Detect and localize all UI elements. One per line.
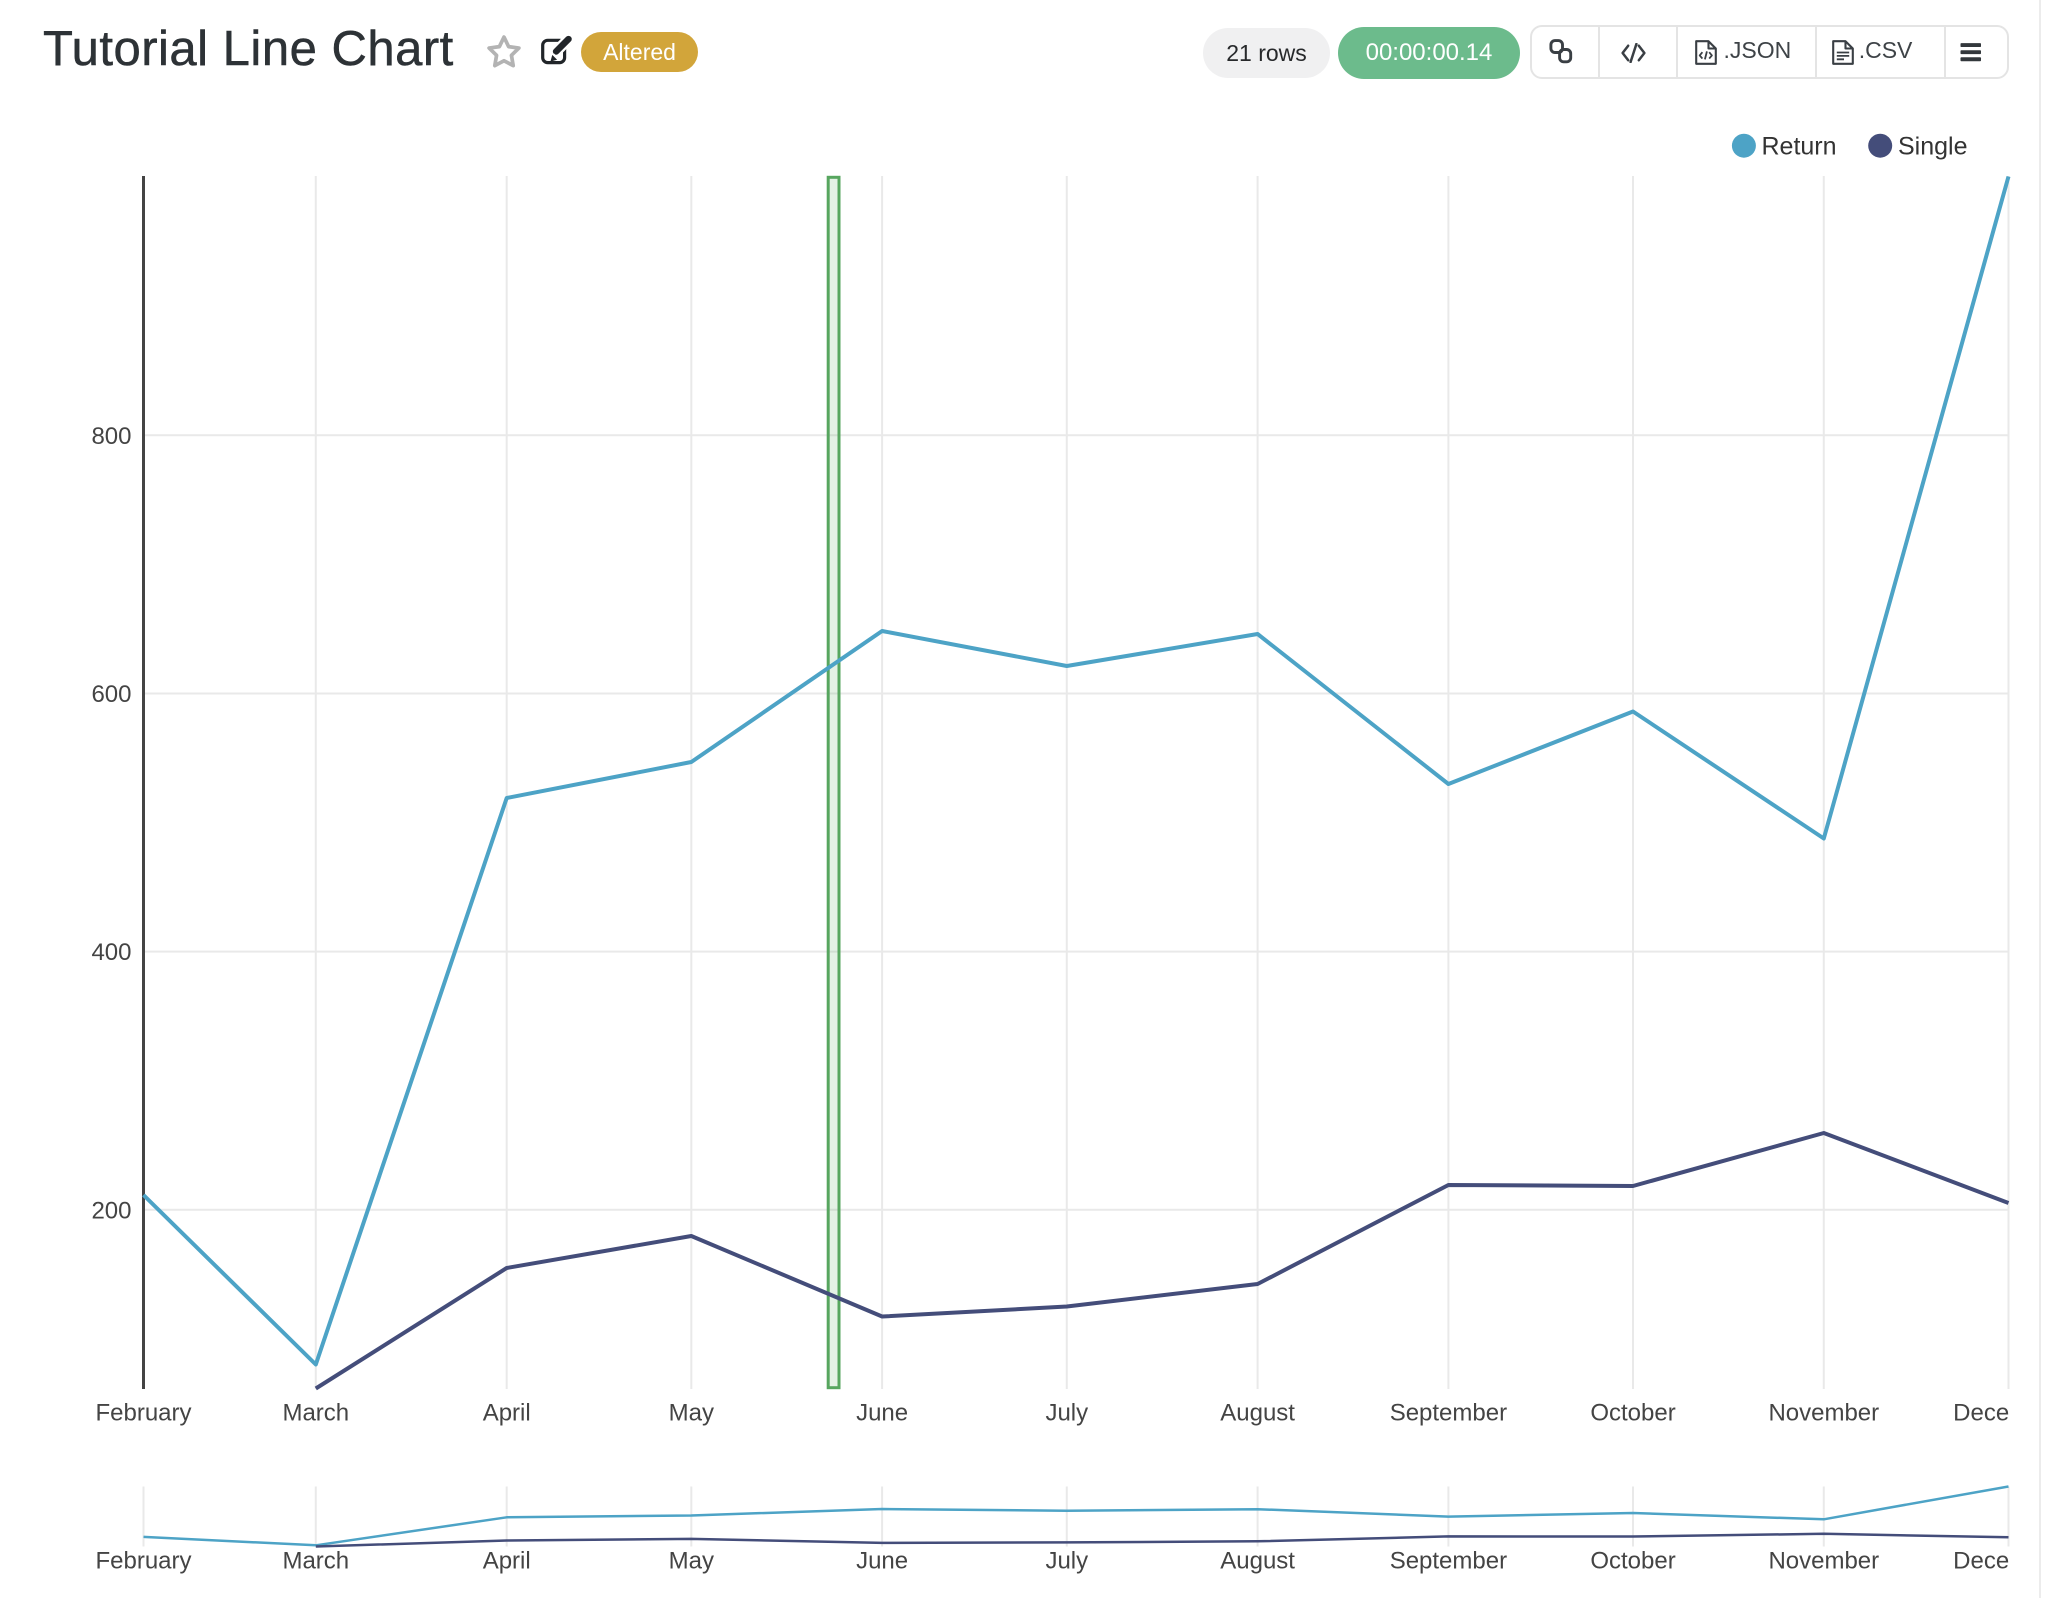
svg-text:February: February bbox=[95, 1548, 191, 1575]
svg-text:800: 800 bbox=[91, 423, 131, 450]
svg-text:October: October bbox=[1590, 1548, 1675, 1575]
svg-text:March: March bbox=[282, 1400, 349, 1427]
svg-text:May: May bbox=[669, 1548, 714, 1575]
svg-text:November: November bbox=[1768, 1548, 1879, 1575]
svg-text:December: December bbox=[1953, 1548, 2050, 1575]
svg-text:February: February bbox=[95, 1400, 191, 1427]
svg-text:Return: Return bbox=[1762, 132, 1837, 160]
svg-text:Single: Single bbox=[1898, 132, 1968, 160]
svg-text:May: May bbox=[669, 1400, 714, 1427]
svg-text:April: April bbox=[483, 1548, 531, 1575]
svg-text:December: December bbox=[1953, 1400, 2050, 1427]
svg-text:August: August bbox=[1220, 1548, 1295, 1575]
svg-text:July: July bbox=[1045, 1548, 1088, 1575]
svg-text:August: August bbox=[1220, 1400, 1295, 1427]
svg-text:September: September bbox=[1390, 1400, 1507, 1427]
svg-text:November: November bbox=[1768, 1400, 1879, 1427]
svg-text:600: 600 bbox=[91, 681, 131, 708]
svg-text:October: October bbox=[1590, 1400, 1675, 1427]
svg-text:200: 200 bbox=[91, 1197, 131, 1224]
svg-text:September: September bbox=[1390, 1548, 1507, 1575]
svg-text:July: July bbox=[1045, 1400, 1088, 1427]
svg-text:400: 400 bbox=[91, 939, 131, 966]
svg-text:June: June bbox=[856, 1548, 908, 1575]
svg-text:April: April bbox=[483, 1400, 531, 1427]
svg-text:June: June bbox=[856, 1400, 908, 1427]
svg-text:March: March bbox=[282, 1548, 349, 1575]
